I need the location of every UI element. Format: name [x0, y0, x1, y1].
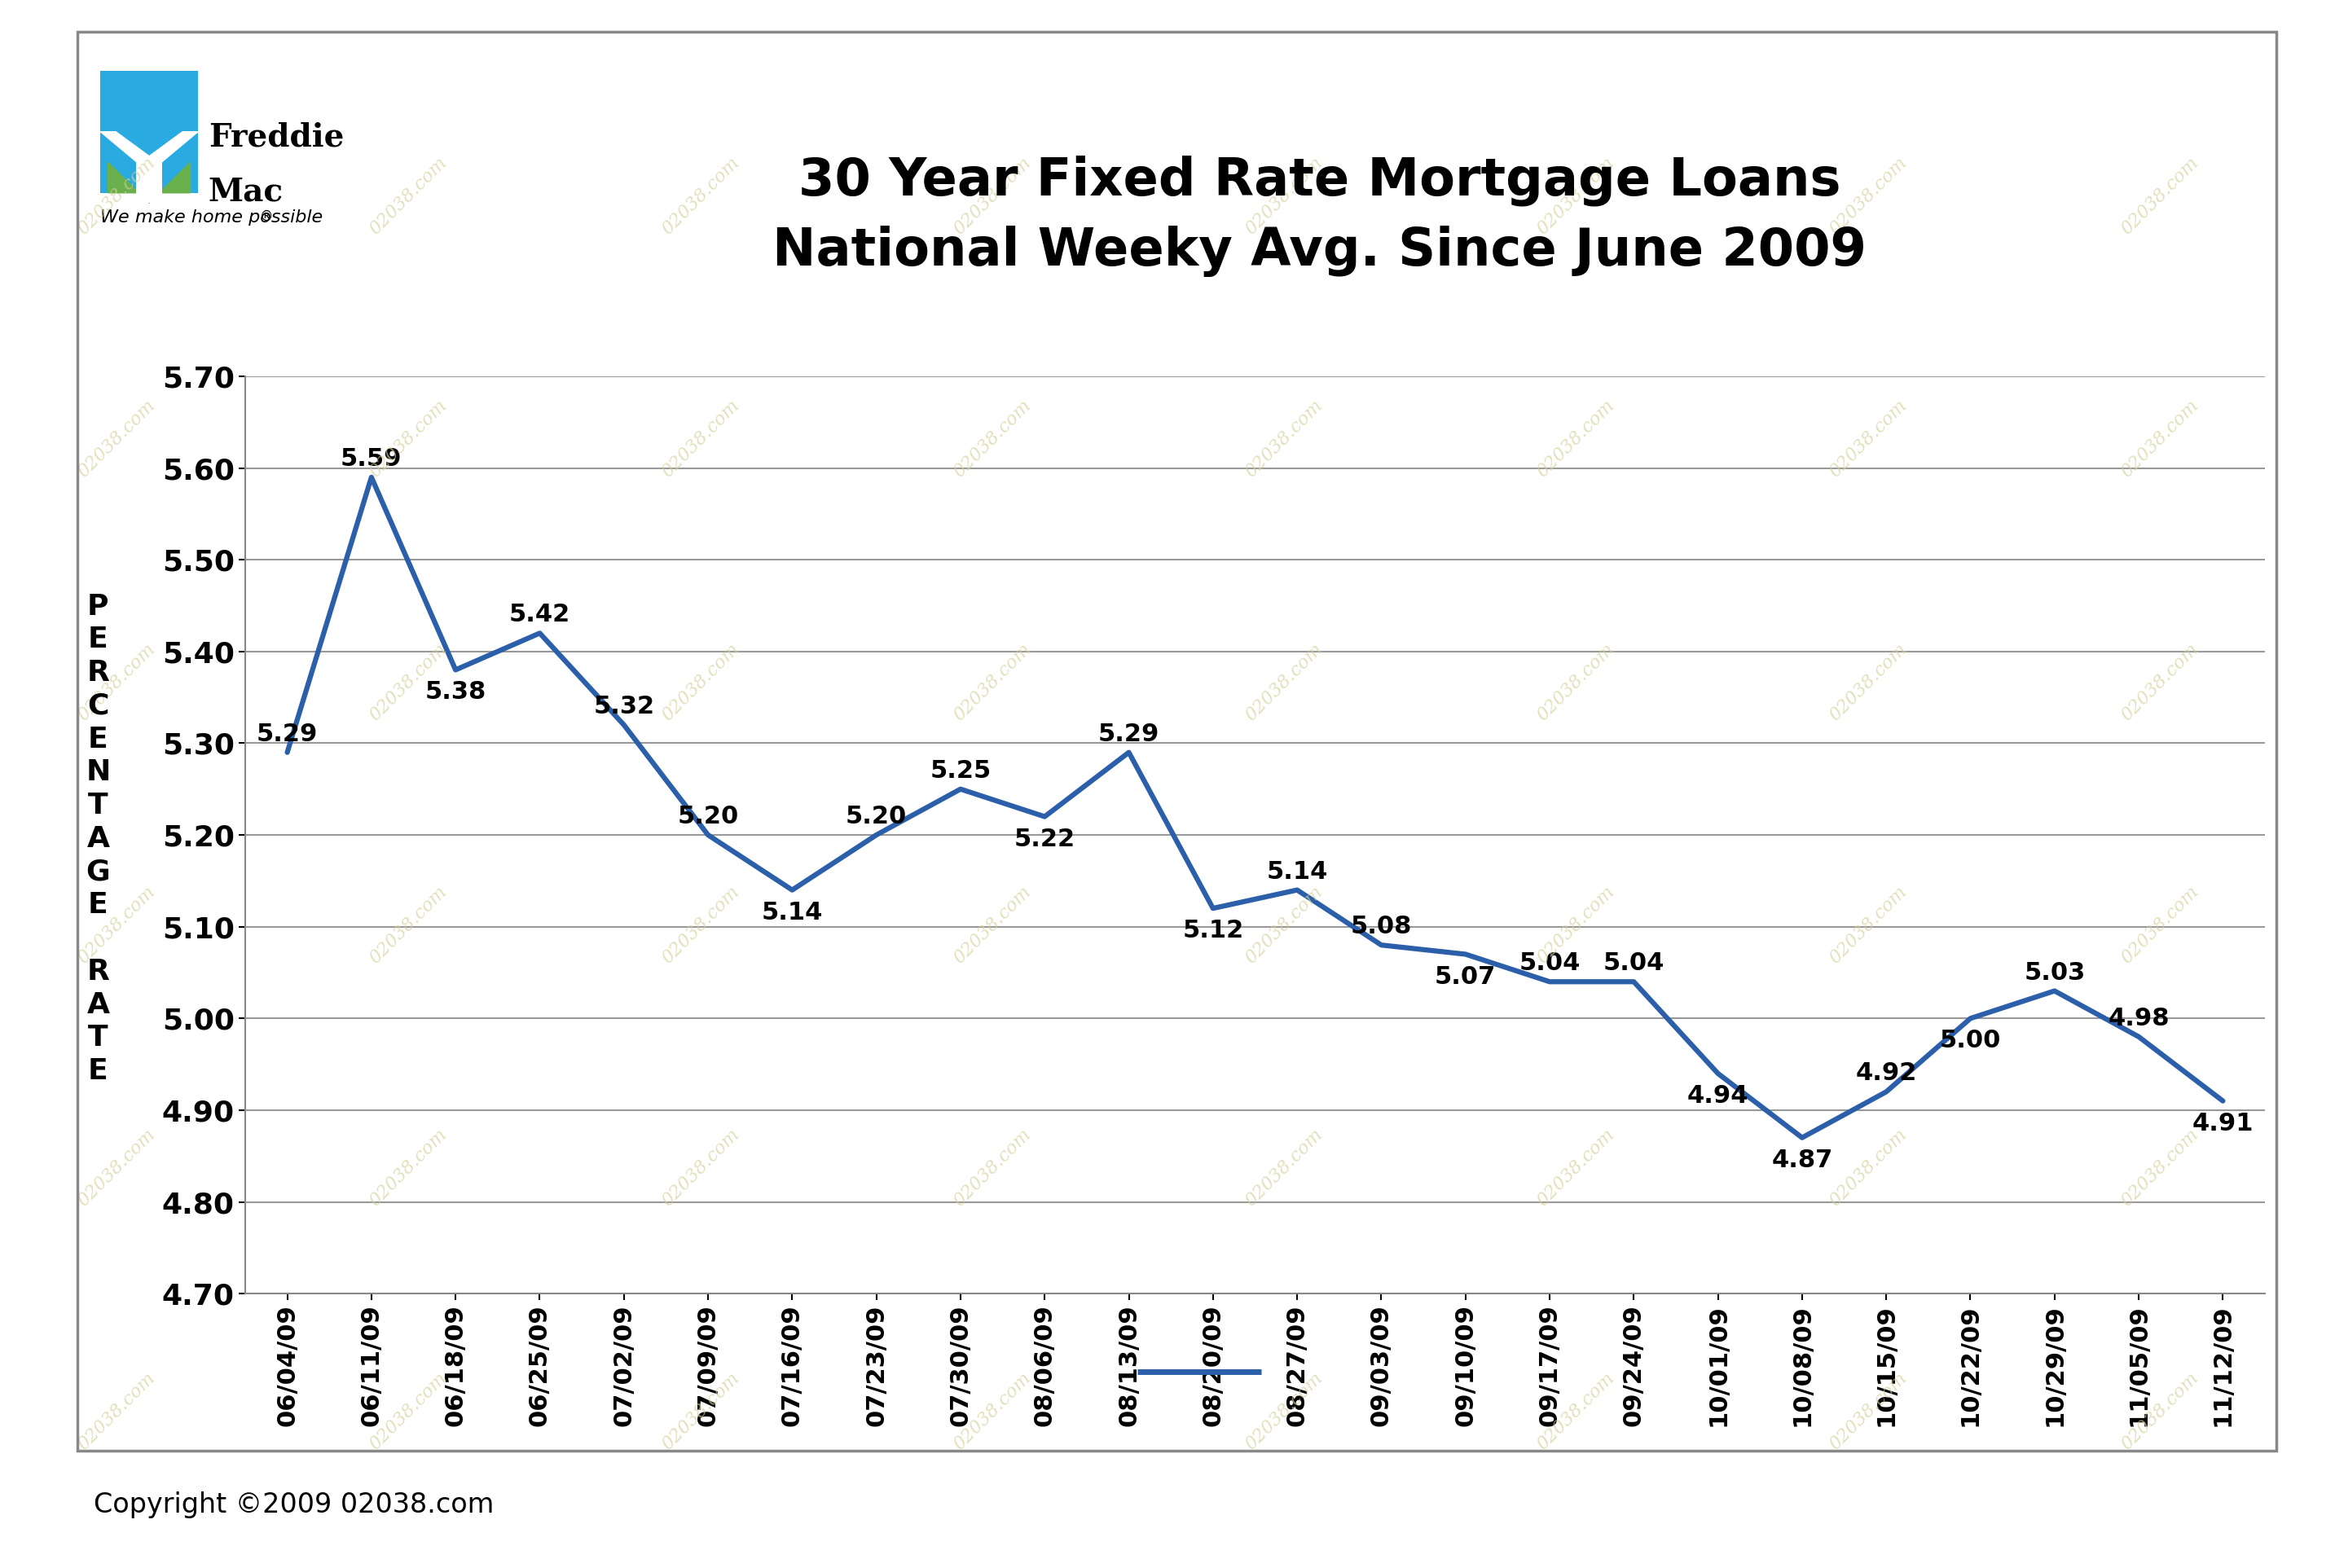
Text: 02038.com: 02038.com	[950, 397, 1034, 481]
Text: 5.20: 5.20	[845, 804, 906, 828]
Text: 5.04: 5.04	[1518, 952, 1581, 975]
Text: 5.38: 5.38	[425, 681, 486, 704]
Text: Mac: Mac	[208, 177, 283, 207]
Text: 02038.com: 02038.com	[1826, 1126, 1910, 1210]
Text: 02038.com: 02038.com	[2118, 883, 2202, 967]
Text: 02038.com: 02038.com	[75, 154, 159, 238]
Text: 02038.com: 02038.com	[950, 640, 1034, 724]
Text: 5.07: 5.07	[1434, 964, 1497, 988]
Text: 02038.com: 02038.com	[1242, 883, 1326, 967]
Text: 02038.com: 02038.com	[1826, 1369, 1910, 1454]
Text: 5.22: 5.22	[1013, 828, 1076, 851]
Text: 02038.com: 02038.com	[950, 1369, 1034, 1454]
Text: 02038.com: 02038.com	[1826, 640, 1910, 724]
Text: ®: ®	[259, 209, 273, 224]
Text: 02038.com: 02038.com	[658, 1126, 743, 1210]
Text: 5.00: 5.00	[1940, 1029, 2001, 1052]
Text: 5.42: 5.42	[509, 604, 570, 627]
Text: 02038.com: 02038.com	[1242, 397, 1326, 481]
Text: 02038.com: 02038.com	[2118, 154, 2202, 238]
Text: 02038.com: 02038.com	[1826, 883, 1910, 967]
Bar	[135, 162, 161, 202]
Text: 02038.com: 02038.com	[1242, 1126, 1326, 1210]
Text: Copyright ©2009 02038.com: Copyright ©2009 02038.com	[93, 1491, 493, 1519]
Text: 02038.com: 02038.com	[1534, 883, 1618, 967]
Text: 02038.com: 02038.com	[1534, 1369, 1618, 1454]
Text: 02038.com: 02038.com	[367, 1369, 451, 1454]
Text: National Weeky Avg. Since June 2009: National Weeky Avg. Since June 2009	[773, 226, 1866, 276]
Text: 02038.com: 02038.com	[2118, 397, 2202, 481]
Text: 5.29: 5.29	[257, 723, 318, 746]
Text: 5.14: 5.14	[761, 900, 822, 924]
Text: 02038.com: 02038.com	[658, 640, 743, 724]
Polygon shape	[100, 132, 198, 172]
Text: 5.03: 5.03	[2024, 961, 2085, 985]
Text: 02038.com: 02038.com	[75, 883, 159, 967]
Text: 02038.com: 02038.com	[367, 883, 451, 967]
Text: 5.14: 5.14	[1266, 859, 1329, 884]
Text: 02038.com: 02038.com	[367, 1126, 451, 1210]
Text: 02038.com: 02038.com	[1242, 640, 1326, 724]
Text: 02038.com: 02038.com	[75, 1126, 159, 1210]
Text: 5.12: 5.12	[1182, 919, 1245, 942]
Text: 02038.com: 02038.com	[658, 154, 743, 238]
Text: 02038.com: 02038.com	[950, 883, 1034, 967]
Text: 02038.com: 02038.com	[75, 640, 159, 724]
Text: 4.94: 4.94	[1688, 1083, 1749, 1107]
Text: 5.59: 5.59	[341, 447, 402, 470]
Text: 5.20: 5.20	[677, 804, 738, 828]
Text: We make home possible: We make home possible	[100, 209, 322, 226]
Text: 4.91: 4.91	[2193, 1112, 2253, 1135]
Text: 02038.com: 02038.com	[1534, 640, 1618, 724]
Text: 02038.com: 02038.com	[1826, 397, 1910, 481]
Text: 02038.com: 02038.com	[1242, 1369, 1326, 1454]
Text: Freddie: Freddie	[208, 122, 343, 152]
Text: 5.08: 5.08	[1350, 916, 1413, 939]
Text: 5.29: 5.29	[1097, 723, 1160, 746]
Text: 5.25: 5.25	[929, 759, 990, 782]
Text: 02038.com: 02038.com	[658, 1369, 743, 1454]
Text: 02038.com: 02038.com	[1534, 154, 1618, 238]
Text: 02038.com: 02038.com	[367, 640, 451, 724]
Text: 02038.com: 02038.com	[1242, 154, 1326, 238]
Text: 02038.com: 02038.com	[950, 154, 1034, 238]
Text: 5.04: 5.04	[1604, 952, 1665, 975]
Text: 02038.com: 02038.com	[1534, 397, 1618, 481]
Text: 02038.com: 02038.com	[1534, 1126, 1618, 1210]
Text: 30 Year Fixed Rate Mortgage Loans: 30 Year Fixed Rate Mortgage Loans	[799, 155, 1840, 205]
Text: 4.87: 4.87	[1772, 1148, 1833, 1171]
Text: 02038.com: 02038.com	[950, 1126, 1034, 1210]
Text: 02038.com: 02038.com	[1826, 154, 1910, 238]
Text: 4.98: 4.98	[2109, 1007, 2169, 1030]
Text: 02038.com: 02038.com	[75, 397, 159, 481]
Text: 02038.com: 02038.com	[367, 154, 451, 238]
Text: 02038.com: 02038.com	[658, 883, 743, 967]
Polygon shape	[107, 162, 189, 202]
Text: 02038.com: 02038.com	[367, 397, 451, 481]
Text: 02038.com: 02038.com	[2118, 1126, 2202, 1210]
Text: 4.92: 4.92	[1856, 1062, 1917, 1085]
Text: P
E
R
C
E
N
T
A
G
E
 
R
A
T
E: P E R C E N T A G E R A T E	[86, 593, 110, 1085]
Text: 5.32: 5.32	[593, 695, 654, 718]
Text: 02038.com: 02038.com	[75, 1369, 159, 1454]
Text: 02038.com: 02038.com	[658, 397, 743, 481]
Bar	[100, 71, 198, 193]
Text: 02038.com: 02038.com	[2118, 640, 2202, 724]
Text: 02038.com: 02038.com	[2118, 1369, 2202, 1454]
